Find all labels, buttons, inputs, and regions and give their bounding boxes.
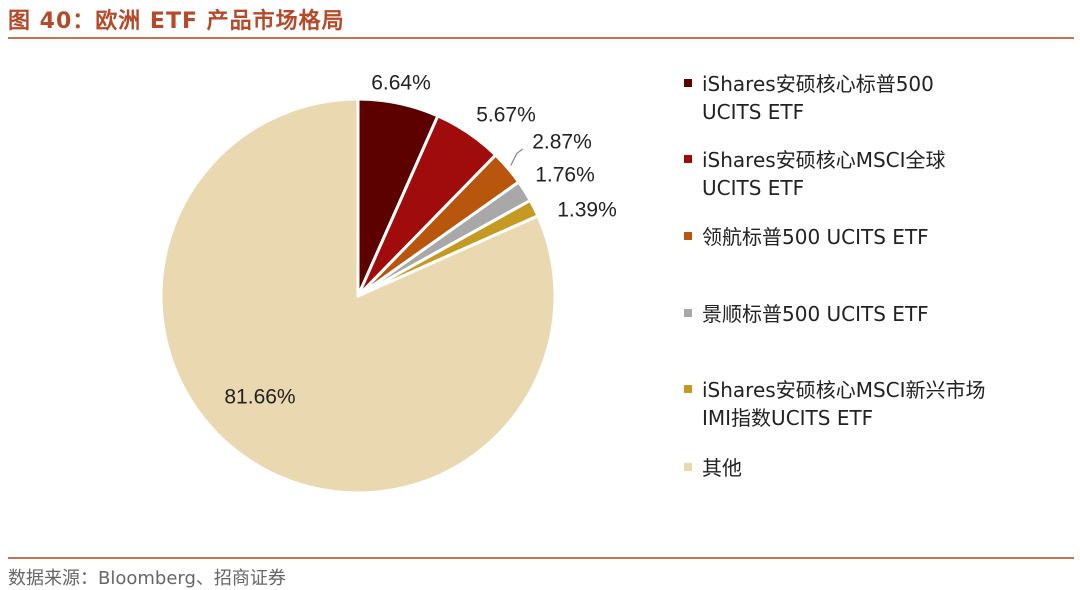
legend-label: iShares安硕核心MSCI新兴市场 IMI指数UCITS ETF [702,378,986,430]
legend-swatch [684,309,692,317]
label-leader-lines [510,148,524,166]
legend-item-ishares-msci-em: iShares安硕核心MSCI新兴市场 IMI指数UCITS ETF [684,376,1064,432]
pie-value-label: 2.87% [532,131,592,154]
legend-label: iShares安硕核心标普500 UCITS ETF [702,72,934,124]
pie-value-label: 5.67% [476,104,536,127]
legend-swatch [684,232,692,240]
slice-others [159,97,557,495]
legend-item-ishares-msci-world: iShares安硕核心MSCI全球 UCITS ETF [684,146,1064,202]
legend-label: 景顺标普500 UCITS ETF [702,302,929,326]
leader-line [510,148,524,166]
legend-label: 其他 [702,456,742,480]
title-rule [8,37,1074,39]
pie-value-label: 1.39% [557,199,617,222]
pie-value-label: 6.64% [371,72,431,95]
legend-swatch [684,79,692,87]
legend-label: iShares安硕核心MSCI全球 UCITS ETF [702,148,946,200]
pie-slices [159,97,557,495]
pie-value-labels: 6.64% 5.67% 2.87% 1.76% 1.39% 81.66% [224,72,616,409]
legend-label: 领航标普500 UCITS ETF [702,225,929,249]
legend-swatch [684,155,692,163]
legend-item-invesco-sp500: 景顺标普500 UCITS ETF [684,300,1064,328]
source-rule [8,557,1074,559]
legend-item-ishares-sp500: iShares安硕核心标普500 UCITS ETF [684,70,1064,126]
pie-value-label: 1.76% [535,164,595,187]
source-note: 数据来源：Bloomberg、招商证券 [8,568,286,589]
legend-swatch [684,385,692,393]
pie-value-label: 81.66% [224,386,295,409]
legend-swatch [684,463,692,471]
figure-title: 图 40：欧洲 ETF 产品市场格局 [8,9,345,34]
legend-item-others: 其他 [684,454,1064,482]
legend-item-vanguard-sp500: 领航标普500 UCITS ETF [684,223,1064,251]
